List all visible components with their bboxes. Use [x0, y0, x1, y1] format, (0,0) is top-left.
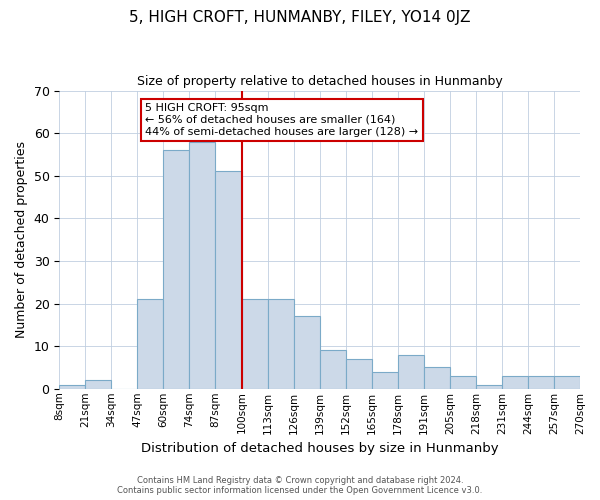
Bar: [528, 376, 554, 389]
Bar: [398, 354, 424, 389]
Bar: [215, 172, 242, 389]
Bar: [163, 150, 190, 389]
Y-axis label: Number of detached properties: Number of detached properties: [15, 141, 28, 338]
Bar: [137, 300, 163, 389]
Text: Contains HM Land Registry data © Crown copyright and database right 2024.
Contai: Contains HM Land Registry data © Crown c…: [118, 476, 482, 495]
Bar: [346, 359, 372, 389]
Bar: [320, 350, 346, 389]
Bar: [85, 380, 112, 389]
Bar: [502, 376, 528, 389]
Bar: [424, 368, 450, 389]
Bar: [372, 372, 398, 389]
Bar: [554, 376, 580, 389]
Bar: [268, 300, 293, 389]
Bar: [59, 384, 85, 389]
Title: Size of property relative to detached houses in Hunmanby: Size of property relative to detached ho…: [137, 75, 503, 88]
Bar: [450, 376, 476, 389]
Bar: [293, 316, 320, 389]
Bar: [190, 142, 215, 389]
Bar: [476, 384, 502, 389]
Bar: [242, 300, 268, 389]
Text: 5 HIGH CROFT: 95sqm
← 56% of detached houses are smaller (164)
44% of semi-detac: 5 HIGH CROFT: 95sqm ← 56% of detached ho…: [145, 104, 418, 136]
Text: 5, HIGH CROFT, HUNMANBY, FILEY, YO14 0JZ: 5, HIGH CROFT, HUNMANBY, FILEY, YO14 0JZ: [129, 10, 471, 25]
X-axis label: Distribution of detached houses by size in Hunmanby: Distribution of detached houses by size …: [141, 442, 499, 455]
